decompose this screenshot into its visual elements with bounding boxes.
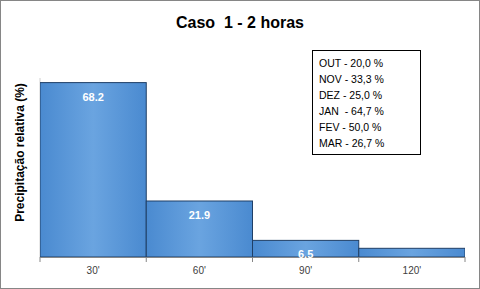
annotation: JAN - 64,7 %: [319, 105, 384, 117]
x-tick-label: 120': [403, 265, 422, 276]
annotation: OUT - 20,0 %: [319, 57, 383, 69]
x-tick: [252, 257, 253, 262]
data-label: 21.9: [189, 209, 210, 221]
x-tick: [465, 257, 466, 262]
data-label: 68.2: [82, 91, 103, 103]
x-tick: [146, 257, 147, 262]
title: Caso 1 - 2 horas: [176, 14, 304, 31]
annotation: NOV - 33,3 %: [319, 73, 384, 85]
x-tick: [358, 257, 359, 262]
bar: [40, 83, 146, 257]
annotation: DEZ - 25,0 %: [319, 89, 382, 101]
x-tick-label: 90': [299, 265, 312, 276]
x-tick-label: 30': [87, 265, 100, 276]
annotation: FEV - 50,0 %: [319, 121, 381, 133]
bar: [146, 201, 252, 257]
annotation: MAR - 26,7 %: [319, 137, 384, 149]
chart-frame: [1, 1, 480, 289]
y-axis-label: Precipitação relativa (%): [13, 83, 27, 222]
chart: Caso 1 - 2 horas Precipitação relativa (%…: [0, 0, 480, 289]
data-label: 6.5: [298, 248, 313, 260]
x-tick-label: 60': [193, 265, 206, 276]
annotation-box: [313, 51, 421, 155]
x-tick: [40, 257, 41, 262]
